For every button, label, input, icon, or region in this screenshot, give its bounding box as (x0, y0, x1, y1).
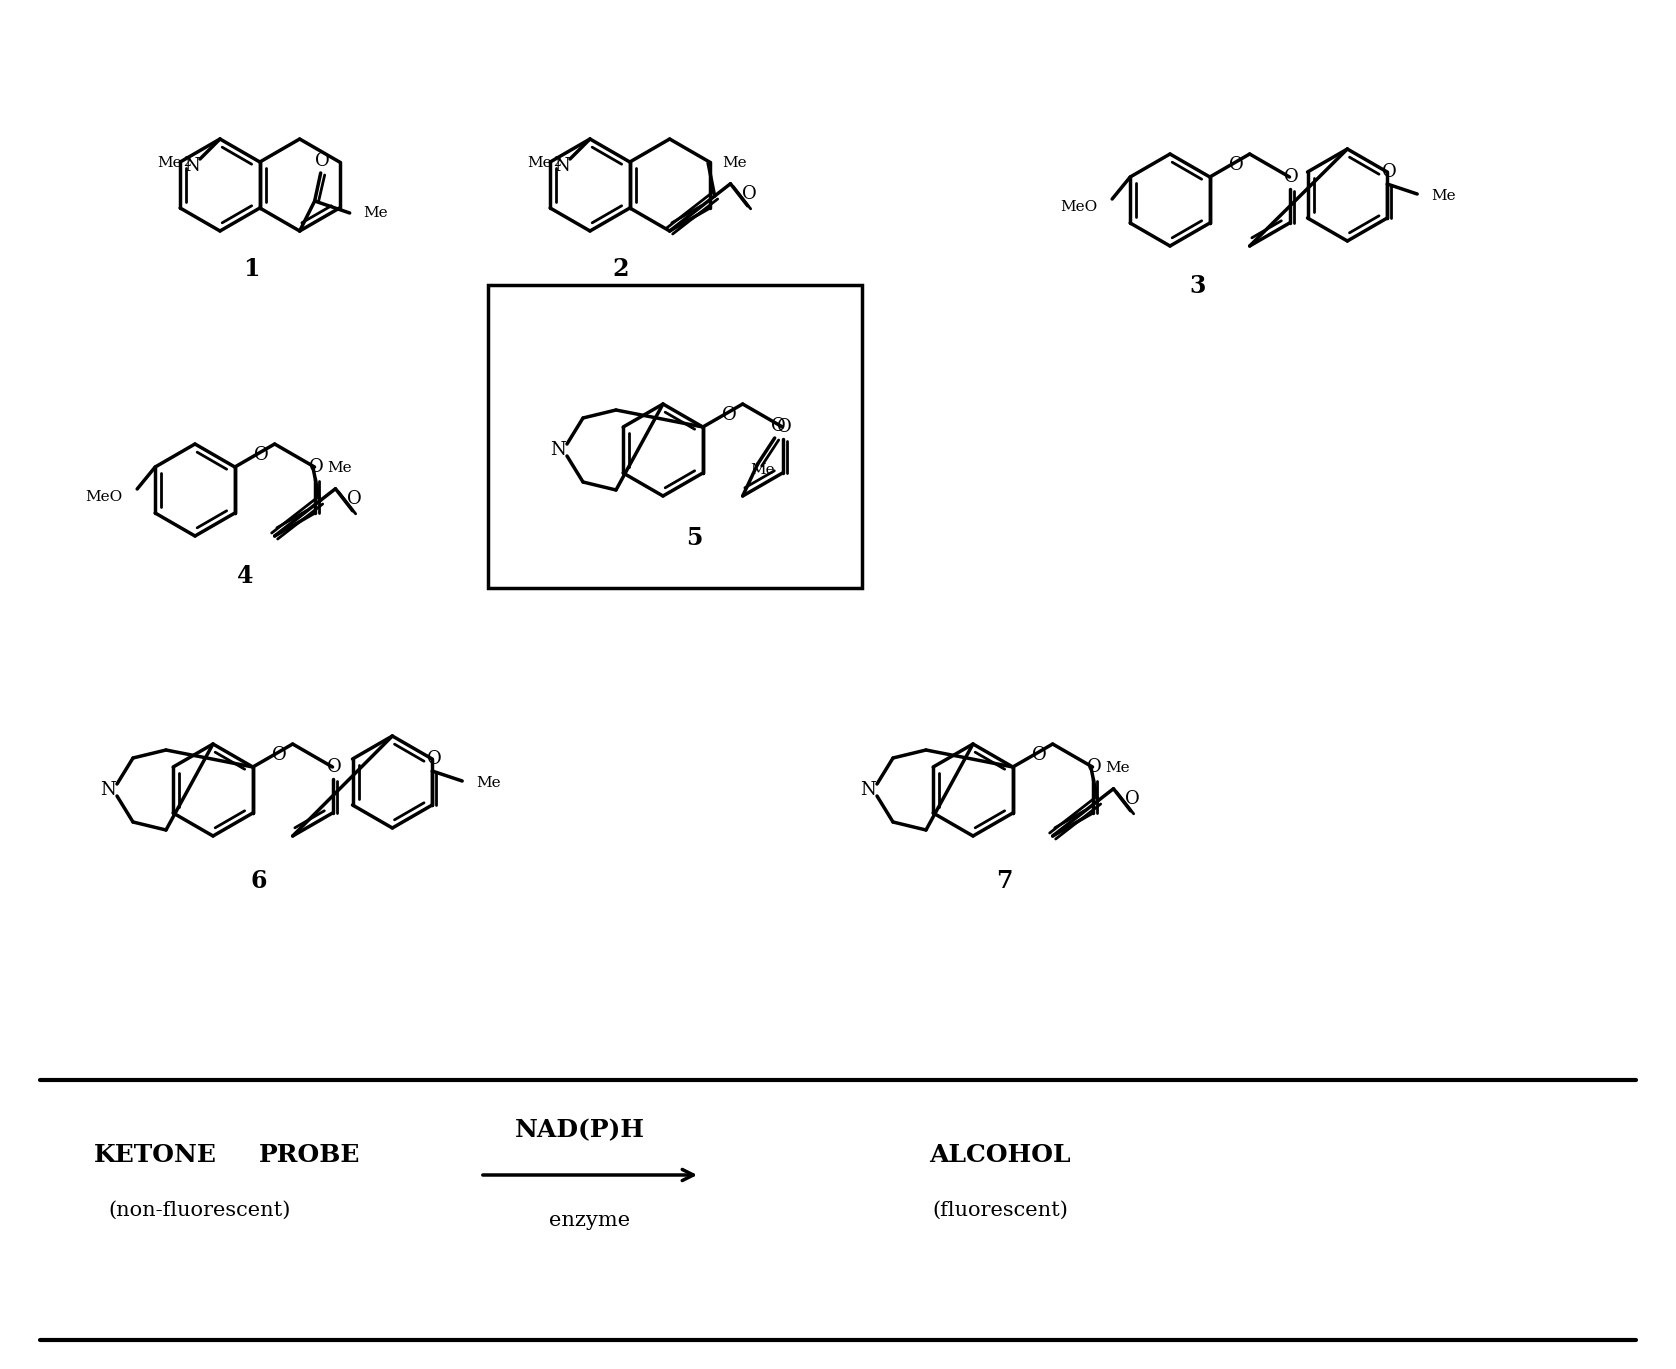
Text: O: O (1284, 168, 1299, 186)
Text: O: O (308, 459, 323, 476)
Text: (non-fluorescent): (non-fluorescent) (109, 1201, 292, 1220)
Text: Me: Me (158, 156, 183, 170)
Text: 3: 3 (1190, 274, 1207, 298)
Text: 2: 2 (613, 257, 628, 281)
Text: O: O (315, 152, 330, 170)
Text: MeO: MeO (85, 490, 122, 504)
Text: (fluorescent): (fluorescent) (932, 1201, 1068, 1220)
Text: N: N (184, 157, 199, 175)
Text: N: N (101, 780, 116, 799)
Text: O: O (778, 418, 791, 435)
Text: 1: 1 (243, 257, 260, 281)
Text: NAD(P)H: NAD(P)H (515, 1118, 645, 1142)
Text: 2: 2 (183, 156, 191, 170)
Text: O: O (347, 490, 362, 508)
Text: Me: Me (722, 156, 747, 170)
Text: O: O (1381, 163, 1396, 181)
Text: Me: Me (528, 156, 553, 170)
Text: Me: Me (327, 461, 352, 475)
Text: N: N (860, 780, 877, 799)
Text: 4: 4 (238, 564, 253, 589)
Text: O: O (1032, 746, 1048, 764)
Text: Me: Me (1104, 761, 1130, 775)
Text: O: O (771, 418, 786, 435)
Text: O: O (1230, 156, 1244, 174)
Text: O: O (273, 746, 287, 764)
Text: O: O (1088, 758, 1101, 776)
Text: O: O (327, 758, 342, 776)
Text: Me: Me (751, 463, 776, 476)
Text: Me: Me (1431, 189, 1456, 203)
Text: O: O (742, 185, 758, 203)
Text: 7: 7 (996, 869, 1012, 893)
Text: 6: 6 (251, 869, 266, 893)
Text: 2: 2 (553, 156, 561, 170)
Text: Me: Me (476, 776, 501, 790)
Text: O: O (255, 446, 270, 464)
Text: ALCOHOL: ALCOHOL (929, 1143, 1071, 1166)
Text: PROBE: PROBE (260, 1143, 360, 1166)
Text: O: O (1125, 790, 1140, 808)
Text: O: O (722, 407, 737, 424)
Text: enzyme: enzyme (550, 1210, 630, 1229)
Text: Me: Me (364, 205, 389, 220)
Text: 5: 5 (685, 526, 702, 550)
Text: KETONE: KETONE (94, 1143, 216, 1166)
Text: O: O (427, 750, 441, 768)
Text: N: N (550, 441, 566, 459)
Text: MeO: MeO (1059, 200, 1098, 214)
Text: N: N (555, 157, 570, 175)
